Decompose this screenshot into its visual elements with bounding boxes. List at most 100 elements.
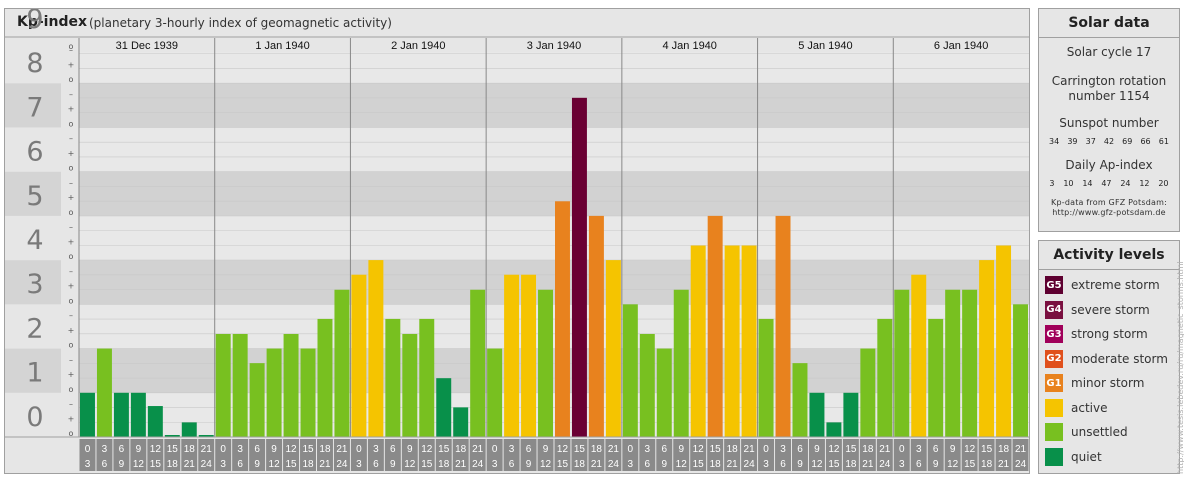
kp-bar <box>758 318 774 437</box>
interval-end-label: 18 <box>710 459 722 470</box>
ap-index-label: Daily Ap-index <box>1065 158 1153 172</box>
interval-end-label: 24 <box>608 459 620 470</box>
interval-start-label: 18 <box>591 444 603 455</box>
y-subtick-label: – <box>69 90 73 99</box>
interval-end-label: 15 <box>828 459 840 470</box>
interval-box <box>588 439 605 471</box>
interval-box <box>147 439 164 471</box>
interval-start-label: 15 <box>710 444 722 455</box>
sunspot-number-2: 37 <box>1085 137 1096 146</box>
band-4 <box>79 215 1029 261</box>
interval-box <box>995 439 1012 471</box>
interval-end-label: 18 <box>574 459 586 470</box>
interval-start-label: 3 <box>373 444 379 455</box>
interval-start-label: 0 <box>492 444 498 455</box>
interval-start-label: 0 <box>356 444 362 455</box>
legend-item-strong-storm: G3 strong storm <box>1045 324 1148 344</box>
kp-bar <box>368 260 384 437</box>
interval-start-label: 9 <box>271 444 277 455</box>
ap-index-number-6: 20 <box>1158 179 1169 188</box>
interval-end-label: 24 <box>201 459 213 470</box>
y-subtick-label: o <box>69 429 74 438</box>
interval-box <box>300 439 316 471</box>
kp-bar <box>622 304 638 437</box>
interval-end-label: 12 <box>676 459 688 470</box>
kp-bar <box>96 348 112 437</box>
kp-bar <box>962 289 978 437</box>
interval-start-label: 12 <box>421 444 433 455</box>
kp-bar <box>504 274 520 437</box>
interval-box <box>317 439 333 471</box>
legend-label: strong storm <box>1071 327 1148 341</box>
interval-box <box>724 439 741 471</box>
sunspot-number-4: 69 <box>1122 137 1133 146</box>
interval-end-label: 6 <box>237 459 243 470</box>
interval-start-label: 9 <box>678 444 684 455</box>
y-subtick-label: – <box>69 267 73 276</box>
interval-box <box>927 439 944 471</box>
interval-end-label: 6 <box>780 459 786 470</box>
interval-start-label: 3 <box>645 444 651 455</box>
interval-end-label: 9 <box>390 459 396 470</box>
interval-start-label: 21 <box>1015 444 1027 455</box>
kp-bar <box>80 392 95 437</box>
interval-start-label: 12 <box>693 444 705 455</box>
legend-swatch <box>1045 447 1063 466</box>
interval-start-label: 3 <box>237 444 243 455</box>
interval-start-label: 12 <box>964 444 976 455</box>
solar-data-panel: Solar data Solar cycle 17 Carrington rot… <box>1038 8 1180 232</box>
kp-bar <box>911 274 927 437</box>
sunspot-number-5: 66 <box>1140 137 1151 146</box>
legend-label: moderate storm <box>1071 351 1168 366</box>
interval-box <box>707 439 724 471</box>
legend-swatch: G2 <box>1045 349 1063 368</box>
interval-box <box>825 439 842 471</box>
interval-end-label: 9 <box>526 459 532 470</box>
band-6 <box>79 127 1029 172</box>
interval-box <box>842 439 859 471</box>
y-subtick-label: + <box>68 105 75 114</box>
sunspot-number-1: 39 <box>1067 137 1078 146</box>
kp-bar <box>707 215 723 437</box>
interval-end-label: 21 <box>455 459 467 470</box>
interval-box <box>673 439 690 471</box>
interval-end-label: 3 <box>85 459 91 470</box>
kp-bar <box>979 260 995 437</box>
interval-box <box>79 439 96 471</box>
kp-bar <box>249 363 265 437</box>
kp-bar <box>928 318 944 437</box>
y-subtick-column <box>61 38 79 437</box>
legend-swatch: G3 <box>1045 325 1063 343</box>
interval-box <box>113 439 130 471</box>
kp-bar <box>283 333 299 437</box>
label-band-7 <box>5 83 61 128</box>
interval-start-label: 21 <box>744 444 756 455</box>
interval-box <box>978 439 995 471</box>
interval-start-label: 6 <box>933 444 939 455</box>
interval-start-label: 6 <box>254 444 260 455</box>
label-band-4 <box>5 215 61 261</box>
kp-bar <box>809 392 825 437</box>
interval-box <box>452 439 469 471</box>
y-subtick-label: + <box>68 149 75 158</box>
kp-bar <box>571 97 587 437</box>
interval-box <box>266 439 283 471</box>
y-tick-label: 2 <box>26 313 43 344</box>
interval-start-label: 3 <box>509 444 515 455</box>
y-subtick-label: o <box>69 164 74 173</box>
y-tick-label: 6 <box>26 137 43 168</box>
y-tick-label: 1 <box>26 358 43 389</box>
interval-end-label: 18 <box>981 459 993 470</box>
legend-label: severe storm <box>1071 302 1150 317</box>
interval-start-label: 15 <box>302 444 314 455</box>
kp-bar <box>402 333 418 437</box>
kp-bar <box>215 333 231 437</box>
y-subtick-label: + <box>68 414 75 423</box>
interval-start-label: 21 <box>201 444 213 455</box>
interval-box <box>876 439 893 471</box>
kp-bar <box>1013 304 1028 437</box>
interval-end-label: 18 <box>302 459 314 470</box>
y-subtick-label: – <box>69 134 73 143</box>
interval-start-label: 12 <box>150 444 162 455</box>
interval-box <box>367 439 384 471</box>
